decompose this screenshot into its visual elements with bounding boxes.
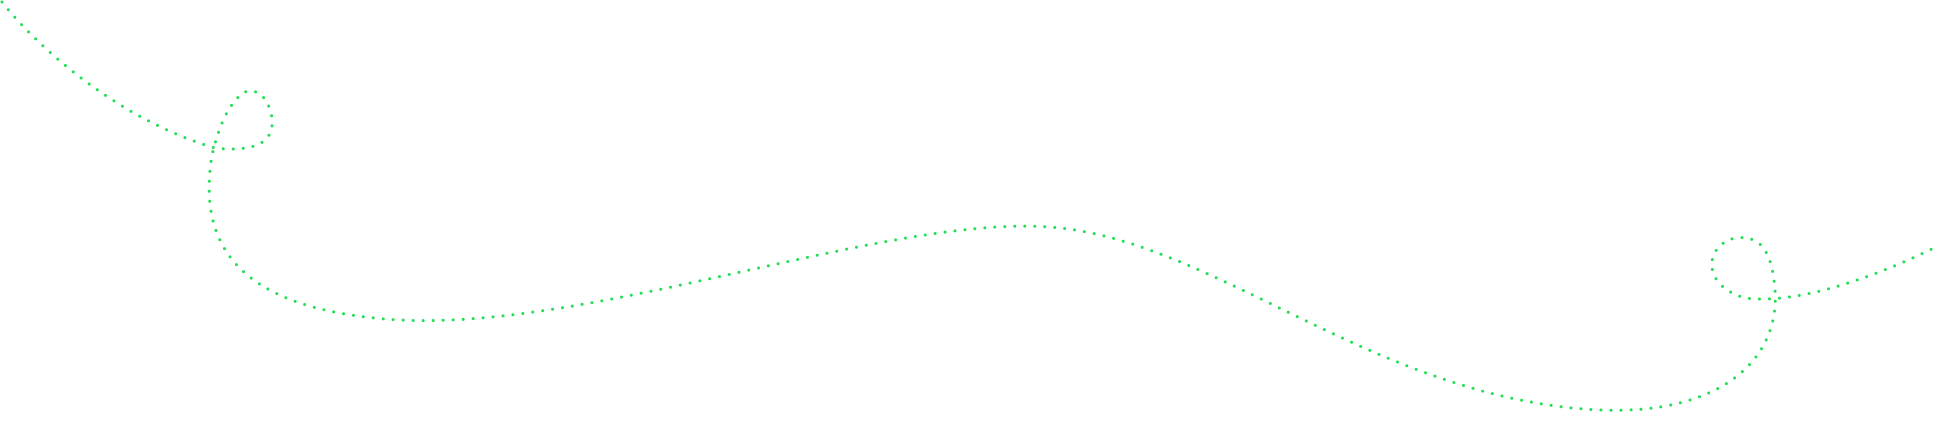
dotted-route-line [0,0,1942,412]
